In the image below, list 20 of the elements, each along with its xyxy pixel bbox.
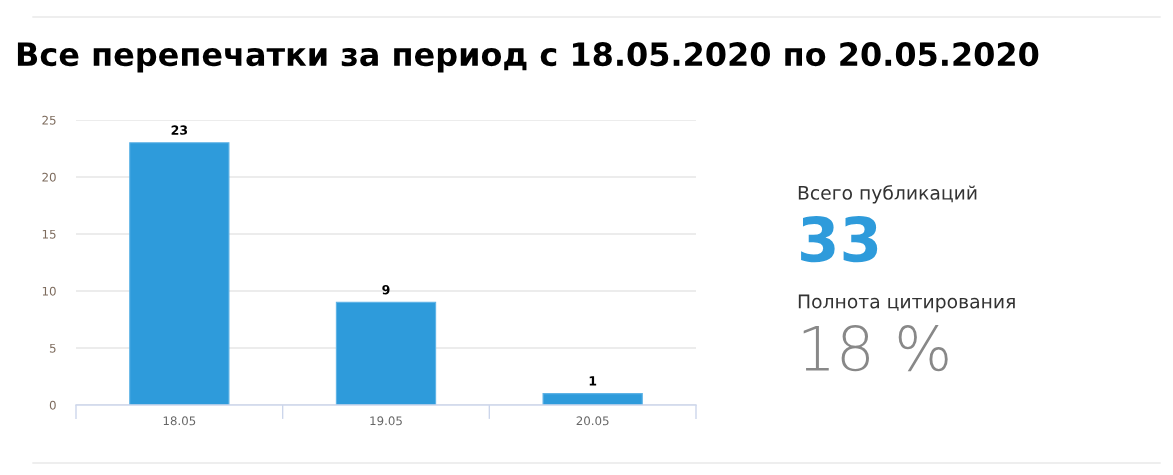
y-tick-label: 10 <box>42 286 56 296</box>
bar <box>129 142 230 405</box>
text: Всего публикаций <box>798 185 977 204</box>
y-tick-label: 5 <box>49 343 56 353</box>
y-tick-label: 25 <box>42 115 56 125</box>
text: 18 % <box>803 325 948 372</box>
chart-title: Все перепечатки за период с 18.05.2020 по 20.05.2020 <box>17 42 1039 73</box>
x-tick-label: 19.05 <box>370 416 402 426</box>
y-tick-label: 0 <box>49 400 56 410</box>
y-tick-label: 15 <box>42 229 56 239</box>
data-label: 23 <box>171 125 188 135</box>
bar <box>335 301 437 405</box>
data-label: 1 <box>589 376 597 386</box>
x-tick-label: 18.05 <box>163 416 196 426</box>
x-tick-label: 20.05 <box>576 416 609 426</box>
bar <box>542 393 643 405</box>
text: Полнота цитирования <box>798 294 1015 313</box>
text: 33 <box>801 216 878 263</box>
data-label: 9 <box>382 284 390 295</box>
y-tick-label: 20 <box>42 172 56 182</box>
